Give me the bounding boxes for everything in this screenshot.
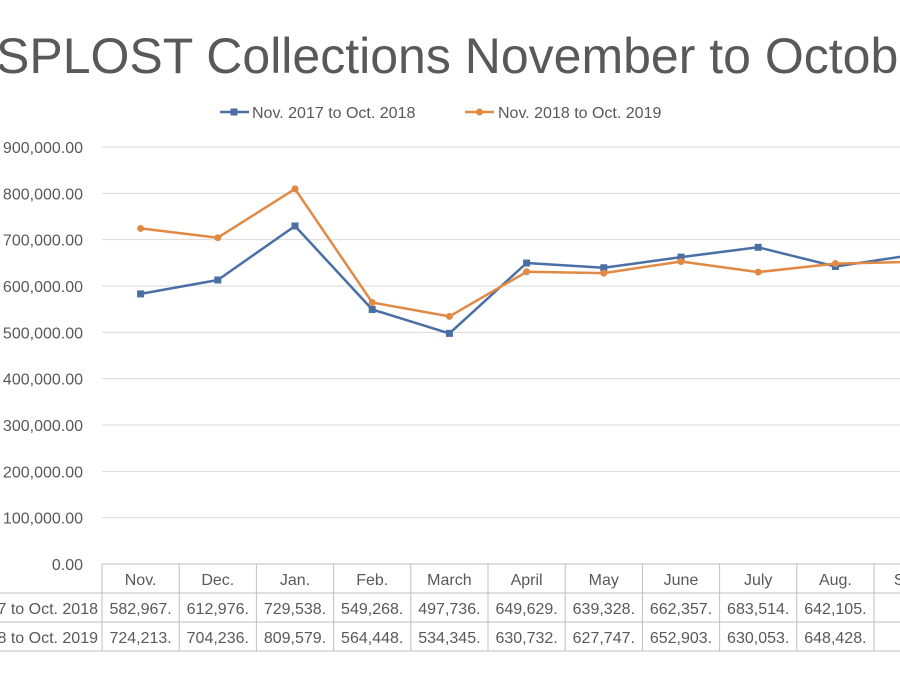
table-cell: 630,053. [727,630,789,647]
legend-marker-series-2 [476,108,483,116]
data-point [600,269,608,277]
table-row-label: Nov. 2018 to Oct. 2019 [0,630,98,647]
table-cell: 729,538. [264,601,326,618]
data-point [368,306,376,314]
chart-title: SPLOST Collections November to October [0,28,900,84]
y-tick-label: 500,000.00 [3,325,83,342]
data-point [214,276,222,284]
series-line-2 [140,187,900,318]
data-point [137,290,145,298]
table-cell: 612,976. [187,601,249,618]
y-tick-label: 600,000.00 [3,279,83,296]
table-row-label: Nov. 2017 to Oct. 2018 [0,601,98,618]
table-cell: 639,328. [573,601,635,618]
legend: Nov. 2017 to Oct. 2018 Nov. 2018 to Oct.… [220,105,661,122]
table-cell: 497,736. [418,601,480,618]
table-cell: 549,268. [341,601,403,618]
legend-label-series-1: Nov. 2017 to Oct. 2018 [252,105,415,122]
legend-marker-series-1 [230,108,238,116]
data-point [368,298,376,306]
plot-series [137,185,900,337]
x-category-label: April [511,572,543,589]
table-cell: 704,236. [187,630,249,647]
table-cell: 649,629. [495,601,557,618]
x-category-label: July [744,572,772,589]
legend-item-series-2: Nov. 2018 to Oct. 2019 [465,105,661,122]
series-line-1 [140,224,900,335]
data-point [677,253,685,261]
x-category-label: Nov. [125,572,157,589]
table-cell: 534,345. [418,630,480,647]
x-category-label: Feb. [356,572,388,589]
y-tick-label: 400,000.00 [3,372,83,389]
data-point [214,234,222,242]
data-point [523,259,531,267]
data-point [600,264,608,272]
y-axis-tick-labels: 0.00 100,000.00 200,000.00 300,000.00 400,00… [3,140,83,574]
table-cell: 627,747. [573,630,635,647]
y-tick-label: 200,000.00 [3,464,83,481]
table-cell: 652,903. [650,630,712,647]
table-cell: 809,579. [264,630,326,647]
y-tick-label: 900,000.00 [3,140,83,157]
data-point [291,222,299,230]
data-point [523,268,531,276]
data-point [754,243,762,251]
table-cell: 724,213. [109,630,171,647]
table-cell: 564,448. [341,630,403,647]
table-cell: 648,428. [804,630,866,647]
table-cell: 630,732. [495,630,557,647]
table-cell: 582,967. [109,601,171,618]
x-category-label: May [589,572,619,589]
x-category-label: June [664,572,699,589]
gridlines [102,146,900,519]
table-cell: 662,357. [650,601,712,618]
x-category-label: Jan. [280,572,310,589]
x-category-label: Aug. [819,572,852,589]
y-tick-label: 700,000.00 [3,233,83,250]
legend-label-series-2: Nov. 2018 to Oct. 2019 [498,105,661,122]
y-tick-label: 300,000.00 [3,418,83,435]
legend-item-series-1: Nov. 2017 to Oct. 2018 [220,105,415,122]
data-point [445,312,453,320]
y-tick-label: 800,000.00 [3,186,83,203]
table-cell: 642,105. [804,601,866,618]
data-point [291,185,299,193]
x-category-label: March [427,572,471,589]
data-point [754,268,762,276]
data-point [677,257,685,265]
x-category-label: Sept. [894,572,900,589]
data-point [137,224,145,232]
table-cell: 683,514. [727,601,789,618]
data-table: Nov. Dec. Jan. Feb. March April May June July Aug… [0,563,900,652]
data-point [831,260,839,268]
y-tick-label: 0.00 [52,557,83,574]
y-tick-label: 100,000.00 [3,511,83,528]
x-category-label: Dec. [201,572,234,589]
data-point [445,329,453,337]
